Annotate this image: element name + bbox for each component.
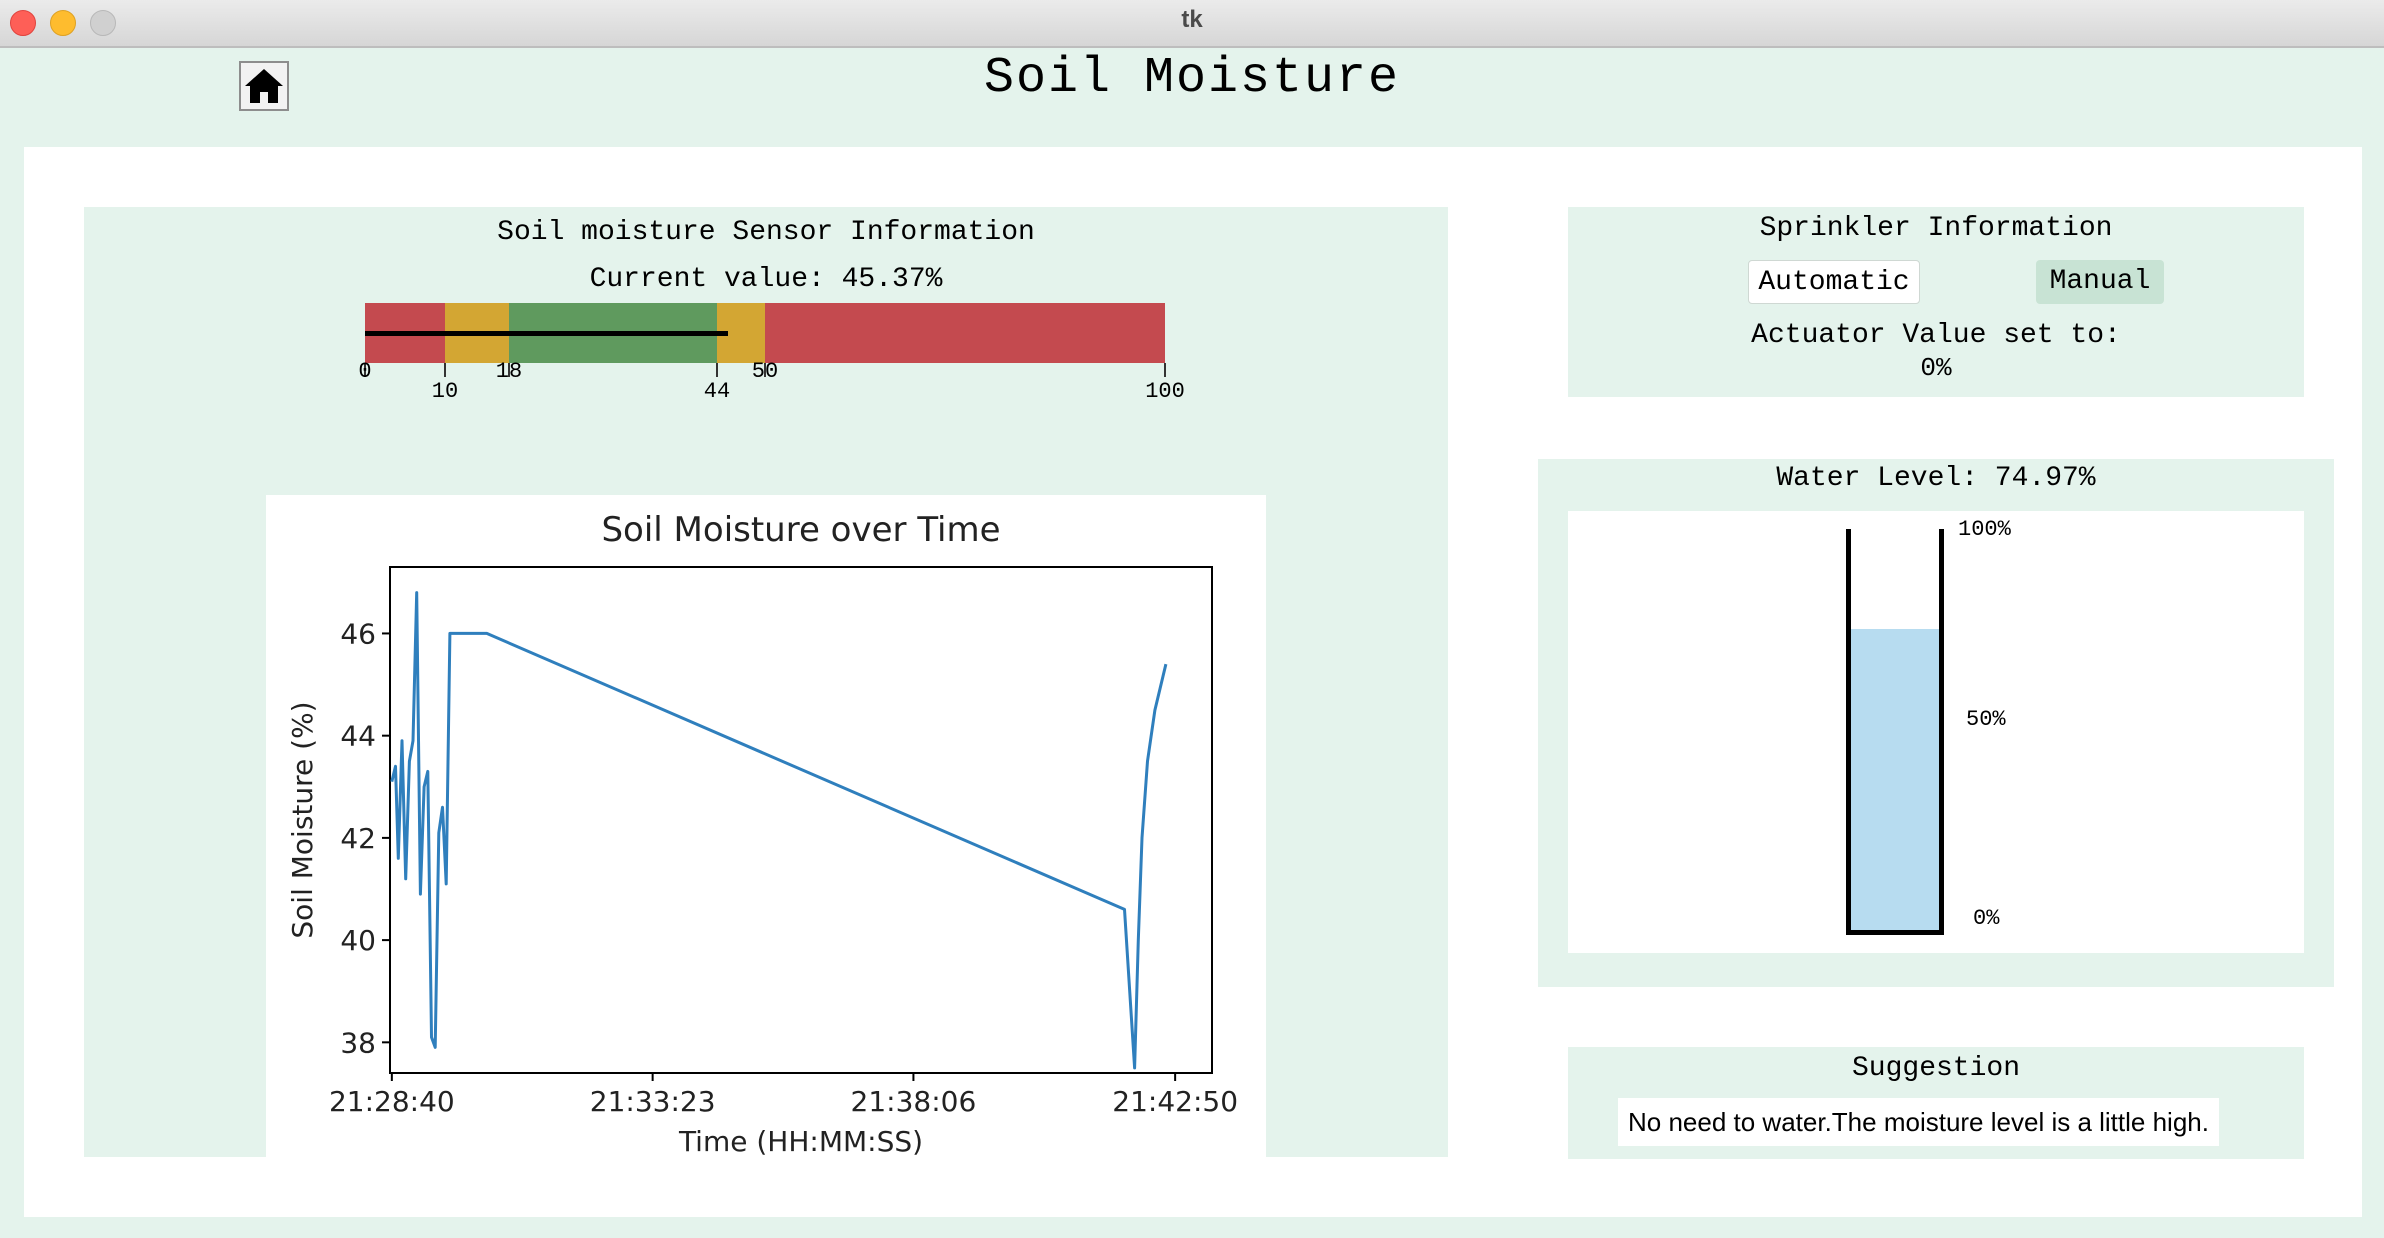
home-button[interactable] bbox=[239, 61, 289, 111]
tank-right-wall bbox=[1939, 529, 1944, 935]
y-tick-label: 46 bbox=[340, 617, 376, 650]
sensor-heading: Soil moisture Sensor Information bbox=[497, 217, 1035, 248]
water-fill bbox=[1850, 629, 1940, 930]
minimize-window-button[interactable] bbox=[50, 10, 76, 36]
tank-label-0: 0% bbox=[1973, 906, 2000, 931]
moisture-range-tick bbox=[716, 363, 718, 377]
tank-label-50: 50% bbox=[1966, 707, 2006, 732]
moisture-range-tick-label: 44 bbox=[703, 379, 731, 404]
moisture-range-tick-label: 10 bbox=[431, 379, 459, 404]
main-content: Soil moisture Sensor Information Current… bbox=[24, 147, 2362, 1217]
suggestion-heading: Suggestion bbox=[1851, 1053, 2021, 1084]
moisture-range-tick-label: 18 bbox=[495, 359, 523, 384]
moisture-range-tick bbox=[764, 363, 766, 377]
moisture-range-bar: 0 10 18 44 50 100 bbox=[358, 303, 1185, 404]
sprinkler-heading: Sprinkler Information bbox=[1759, 213, 2113, 244]
tank-left-wall bbox=[1846, 529, 1851, 935]
sprinkler-panel: Sprinkler Information Automatic Manual A… bbox=[1568, 207, 2304, 397]
moisture-chart: Soil Moisture over Time 38 40 42 44 46 21:28:4… bbox=[266, 495, 1266, 1189]
current-value-indicator bbox=[365, 331, 728, 336]
x-tick-label: 21:38:06 bbox=[851, 1085, 977, 1118]
suggestion-text: No need to water.The moisture level is a… bbox=[1618, 1098, 2219, 1146]
page-title: Soil Moisture bbox=[983, 50, 1401, 107]
current-value-label: Current value: 45.37% bbox=[589, 264, 943, 295]
moisture-range-tick bbox=[1164, 363, 1166, 377]
x-tick-label: 21:28:40 bbox=[329, 1085, 455, 1118]
y-tick-label: 44 bbox=[340, 720, 376, 753]
y-axis-label: Soil Moisture (%) bbox=[286, 701, 319, 938]
moisture-range-tick-label: 100 bbox=[1145, 379, 1185, 404]
sensor-panel: Soil moisture Sensor Information Current… bbox=[84, 207, 1448, 1189]
water-tank-area: 100% 50% 0% bbox=[1568, 511, 2304, 953]
moisture-chart-svg: Soil Moisture over Time 38 40 42 44 46 21:28:4… bbox=[286, 510, 1238, 1158]
suggestion-panel: Suggestion No need to water.The moisture… bbox=[1568, 1047, 2304, 1159]
x-tick-label: 21:33:23 bbox=[590, 1085, 716, 1118]
moisture-range-tick-label: 0 bbox=[358, 359, 372, 384]
moisture-range-segment bbox=[765, 303, 1165, 363]
water-level-panel: Water Level: 74.97% 100% 50% 0% bbox=[1538, 459, 2334, 987]
window-titlebar: tk bbox=[0, 0, 2384, 48]
x-tick-label: 21:42:50 bbox=[1112, 1085, 1238, 1118]
water-level-heading: Water Level: 74.97% bbox=[1776, 463, 2096, 494]
close-window-button[interactable] bbox=[10, 10, 36, 36]
moisture-range-tick-label: 50 bbox=[751, 359, 779, 384]
moisture-range-tick bbox=[508, 363, 510, 377]
x-axis-label: Time (HH:MM:SS) bbox=[678, 1125, 923, 1158]
y-tick-label: 38 bbox=[340, 1026, 376, 1059]
tank-label-100: 100% bbox=[1958, 517, 2011, 542]
y-tick-label: 42 bbox=[340, 822, 376, 855]
moisture-series-line bbox=[390, 591, 1168, 1070]
tank-bottom bbox=[1846, 930, 1944, 935]
moisture-range-tick bbox=[364, 363, 366, 377]
window-title: tk bbox=[1181, 6, 1203, 33]
automatic-button[interactable]: Automatic bbox=[1748, 260, 1920, 304]
chart-title: Soil Moisture over Time bbox=[601, 510, 1000, 550]
home-icon bbox=[245, 69, 283, 103]
manual-button[interactable]: Manual bbox=[2036, 260, 2164, 304]
zoom-window-button[interactable] bbox=[90, 10, 116, 36]
actuator-value: 0% bbox=[1920, 353, 1952, 383]
chart-plot-frame bbox=[389, 566, 1213, 1074]
moisture-range-tick bbox=[444, 363, 446, 377]
actuator-label: Actuator Value set to: bbox=[1751, 320, 2121, 351]
y-tick-label: 40 bbox=[340, 924, 376, 957]
